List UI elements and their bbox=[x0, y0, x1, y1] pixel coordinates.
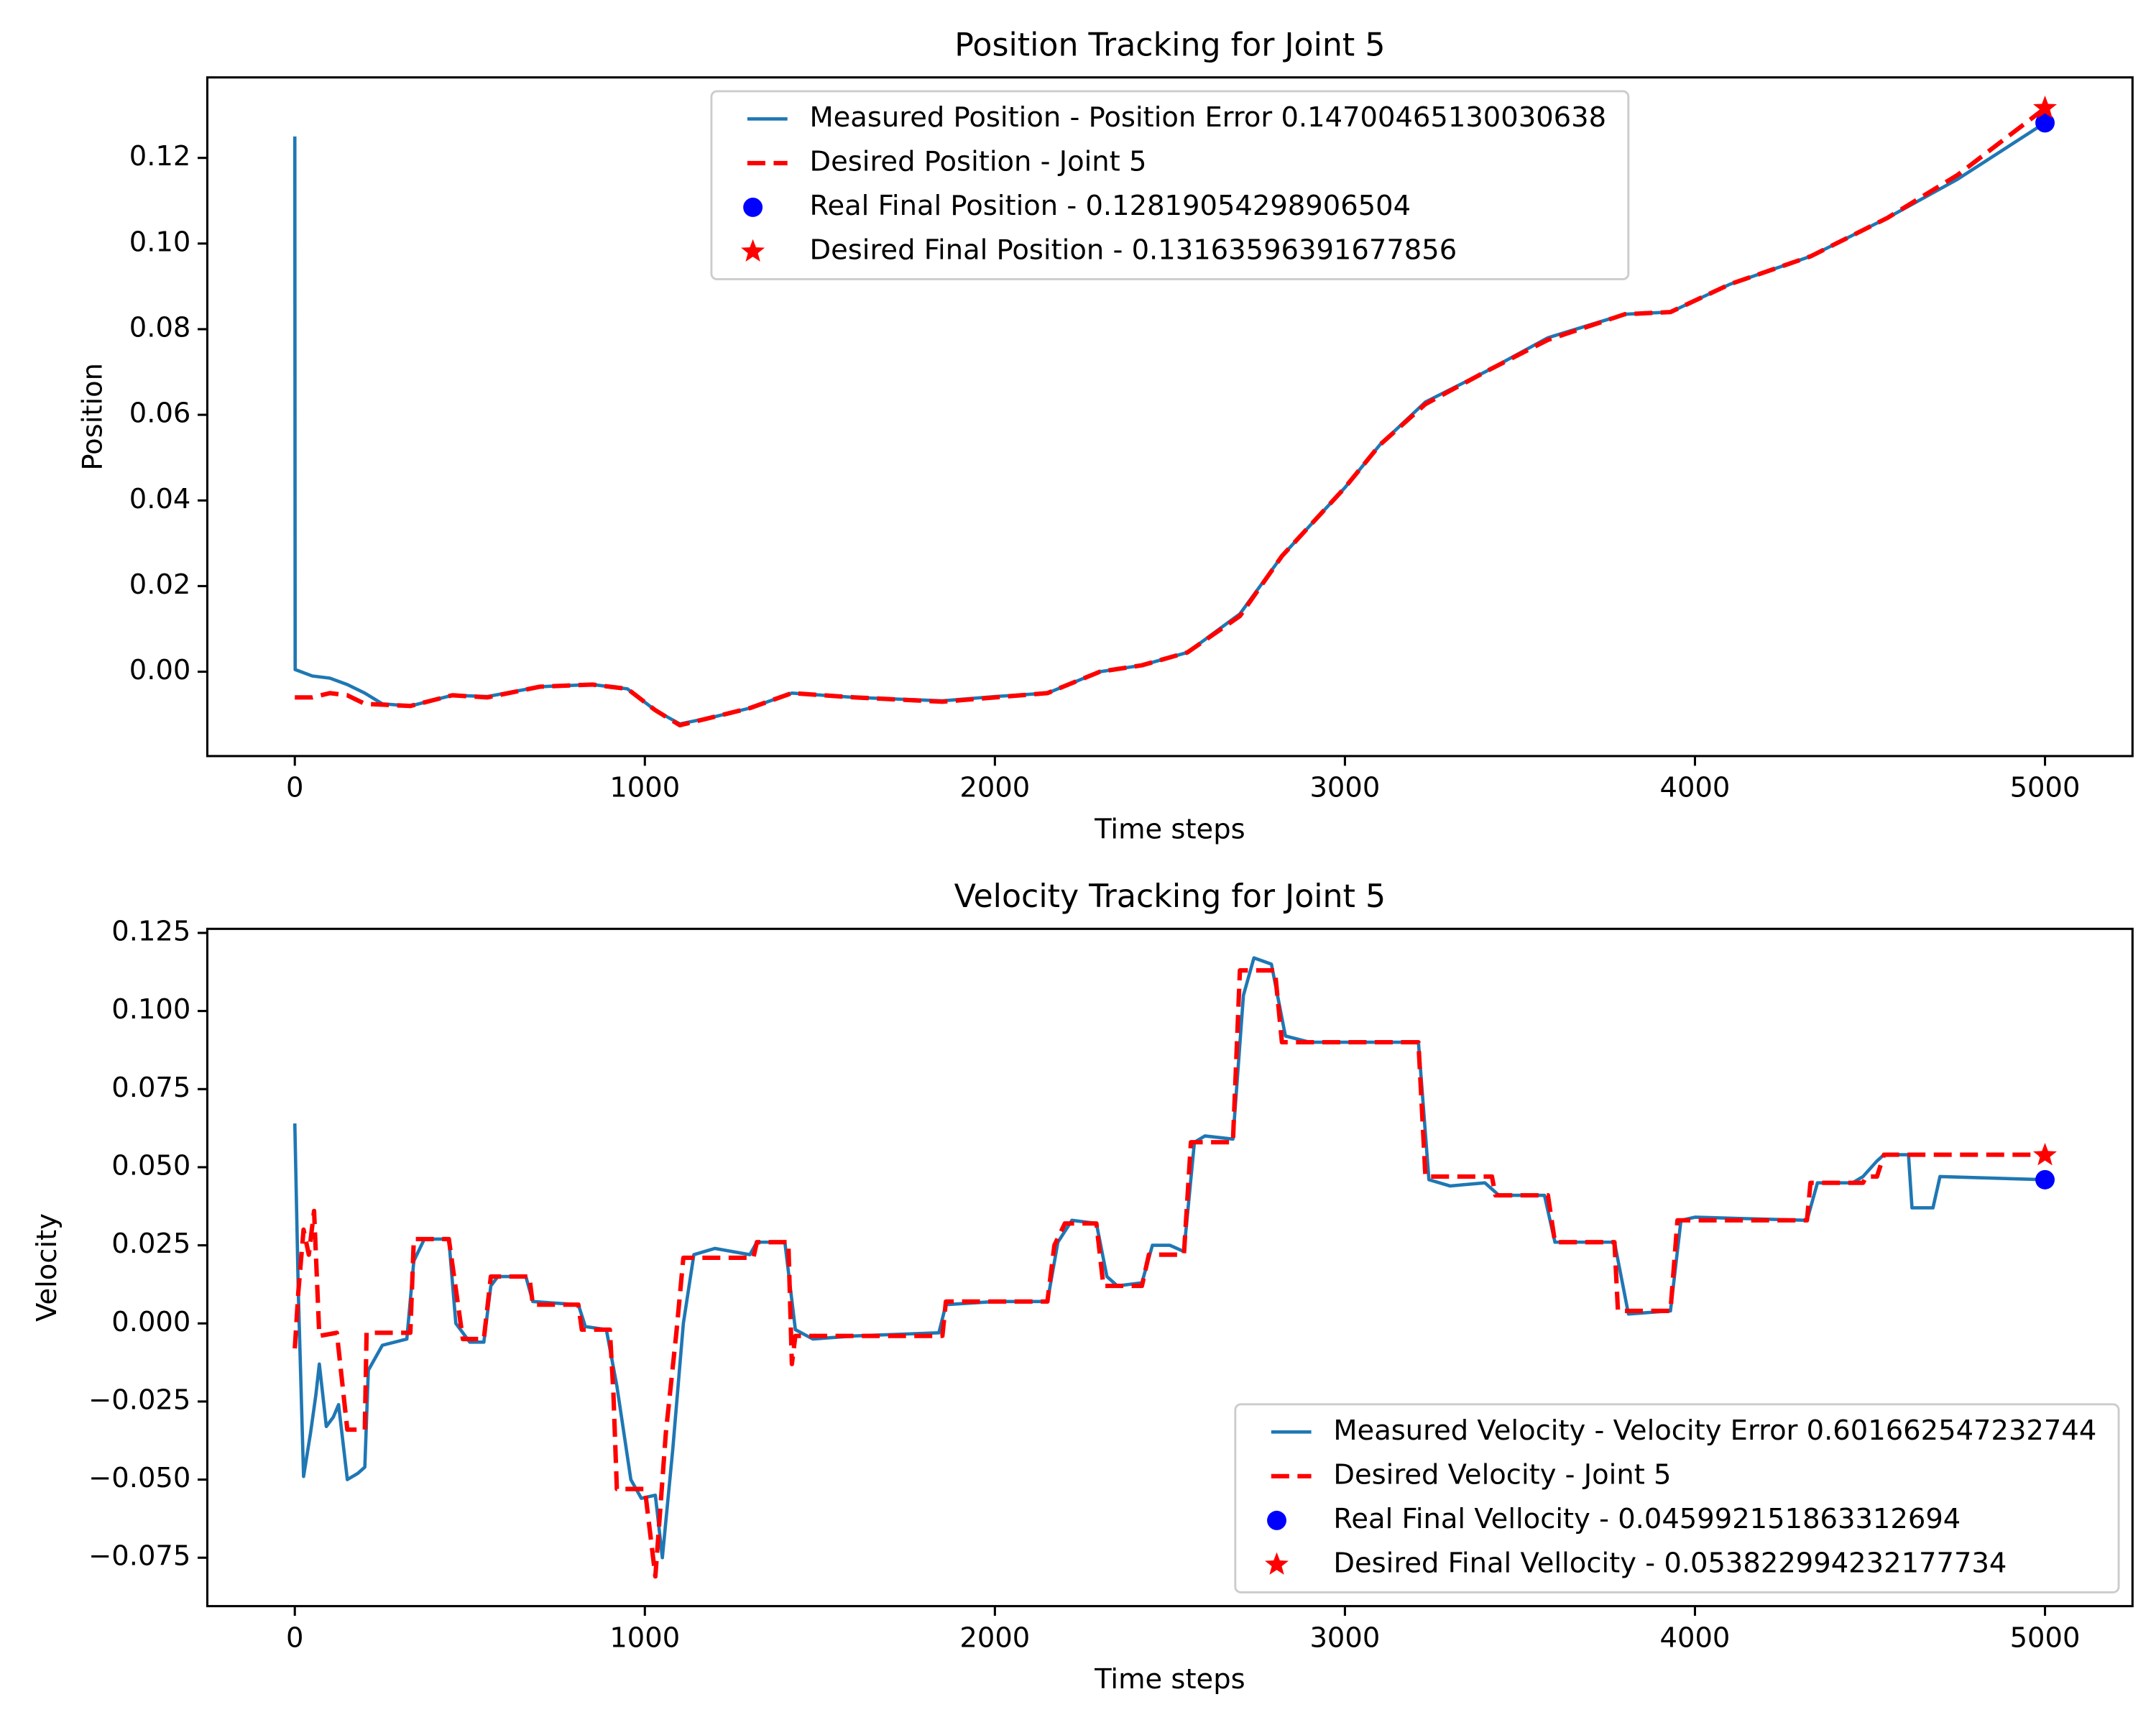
x-tick-label: 0 bbox=[286, 772, 303, 804]
legend: Measured Velocity - Velocity Error 0.601… bbox=[1234, 1403, 2120, 1593]
x-tick-label: 1000 bbox=[609, 772, 680, 804]
y-axis-label: Velocity bbox=[31, 1213, 63, 1322]
x-tick-label: 3000 bbox=[1309, 772, 1380, 804]
y-tick-label: 0.025 bbox=[111, 1228, 190, 1260]
x-tick-label: 0 bbox=[286, 1622, 303, 1654]
x-tick-label: 5000 bbox=[2010, 1622, 2081, 1654]
legend-box bbox=[710, 90, 1630, 280]
x-axis-label: Time steps bbox=[1094, 1663, 1245, 1696]
chart-title: Position Tracking for Joint 5 bbox=[954, 27, 1385, 63]
y-tick-label: −0.075 bbox=[88, 1540, 190, 1573]
y-tick-label: −0.025 bbox=[88, 1384, 190, 1416]
legend-label: Real Final Position - 0.1281905429890650… bbox=[809, 190, 1411, 222]
y-tick-label: 0.075 bbox=[111, 1072, 190, 1104]
chart-title: Velocity Tracking for Joint 5 bbox=[954, 878, 1386, 915]
legend-box bbox=[1234, 1403, 2120, 1593]
legend-label: Real Final Vellocity - 0.045992151863312… bbox=[1333, 1503, 1961, 1535]
y-tick-label: 0.12 bbox=[129, 140, 191, 172]
legend-label: Desired Velocity - Joint 5 bbox=[1333, 1458, 1671, 1491]
plot-frame bbox=[206, 927, 2134, 1608]
star-marker bbox=[2033, 96, 2057, 119]
legend-label: Measured Position - Position Error 0.147… bbox=[809, 101, 1606, 134]
data-line bbox=[292, 968, 2045, 1579]
y-tick-label: 0.00 bbox=[129, 654, 191, 686]
legend: Measured Position - Position Error 0.147… bbox=[710, 90, 1630, 280]
y-tick-label: 0.125 bbox=[111, 915, 190, 947]
legend-label: Desired Position - Joint 5 bbox=[809, 145, 1146, 178]
subplot: Velocity Tracking for Joint 5 Time steps V… bbox=[31, 878, 2134, 1696]
star-marker bbox=[1265, 1552, 1289, 1575]
x-tick-label: 1000 bbox=[609, 1622, 680, 1654]
data-line bbox=[295, 106, 2047, 728]
circle-marker bbox=[2035, 1169, 2055, 1190]
y-tick-label: 0.100 bbox=[111, 993, 190, 1026]
y-tick-label: 0.06 bbox=[129, 397, 191, 430]
x-tick-label: 4000 bbox=[1660, 1622, 1731, 1654]
x-axis-label: Time steps bbox=[1094, 813, 1245, 845]
legend-label: Measured Velocity - Velocity Error 0.601… bbox=[1333, 1414, 2096, 1447]
y-tick-label: −0.050 bbox=[88, 1462, 190, 1494]
y-tick-label: 0.050 bbox=[111, 1149, 190, 1182]
y-tick-label: 0.04 bbox=[129, 483, 191, 515]
y-axis-label: Position bbox=[76, 363, 109, 471]
x-tick-label: 4000 bbox=[1660, 772, 1731, 804]
plot-frame bbox=[206, 76, 2134, 758]
y-tick-label: 0.02 bbox=[129, 569, 191, 601]
circle-marker bbox=[2035, 113, 2055, 133]
y-tick-label: 0.000 bbox=[111, 1306, 190, 1338]
x-tick-label: 3000 bbox=[1309, 1622, 1380, 1654]
star-marker bbox=[741, 239, 765, 262]
y-tick-label: 0.08 bbox=[129, 311, 191, 344]
circle-marker bbox=[743, 198, 763, 217]
x-tick-label: 5000 bbox=[2010, 772, 2081, 804]
x-tick-label: 2000 bbox=[959, 1622, 1030, 1654]
y-tick-label: 0.10 bbox=[129, 226, 191, 258]
legend-label: Desired Final Vellocity - 0.053822994232… bbox=[1333, 1547, 2007, 1579]
legend-label: Desired Final Position - 0.1316359639167… bbox=[809, 234, 1457, 267]
subplot: Position Tracking for Joint 5 Time steps P… bbox=[76, 27, 2134, 845]
x-tick-label: 2000 bbox=[959, 772, 1030, 804]
circle-marker bbox=[1267, 1510, 1287, 1530]
star-marker bbox=[2033, 1143, 2057, 1166]
